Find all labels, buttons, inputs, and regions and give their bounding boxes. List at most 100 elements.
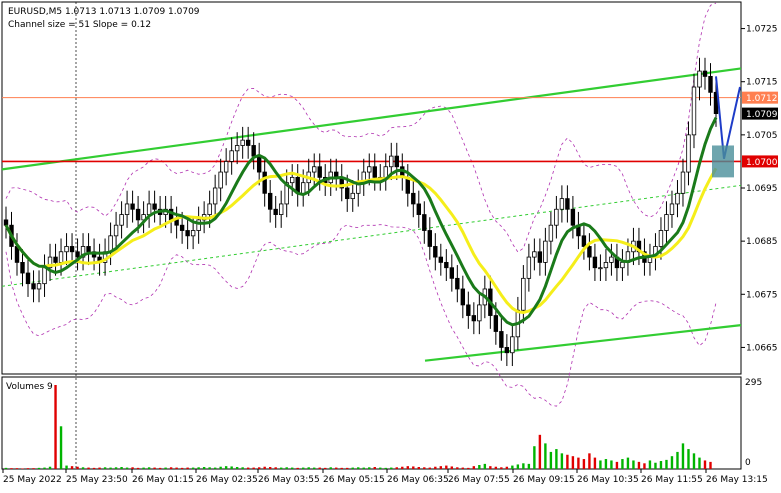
candle-body [433,246,438,258]
candle-body [290,176,295,184]
volume-bar [26,468,30,469]
volume-bar [483,463,487,469]
volume-bar [219,466,222,469]
candle-body [565,198,570,210]
candle-body [179,224,185,231]
volume-bar [511,465,514,469]
candle-body [570,208,576,226]
x-tick-label: 26 May 03:55 [258,475,320,485]
candle-body [581,235,587,247]
channel-info: Channel size = 51 Slope = 0.12 [8,20,151,30]
volume-bar [285,467,288,469]
volume-bar [390,467,393,469]
candle-body [609,256,614,263]
candle-body [592,256,598,269]
volume-bar [43,467,46,469]
volume-bar [335,467,338,469]
volume-bar [268,467,272,469]
volume-bar [434,466,437,469]
volume-bar [252,467,255,469]
candle-body [504,347,510,354]
candle-body [466,304,471,316]
y-tick-label: 1.0695 [746,184,778,194]
volume-bar [395,467,398,469]
volume-bar [65,465,68,469]
candle-body [152,203,157,210]
candle-body [499,331,504,348]
volume-bar [423,467,426,469]
volume-bar [456,467,459,469]
moving-average-yellow [4,167,718,315]
volume-bar [76,466,79,469]
volume-bar [643,463,646,469]
candle-body [526,256,532,279]
candle-body [554,208,559,226]
upper-band [5,2,717,253]
volume-bar [522,463,525,469]
candle-body [207,203,212,215]
volume-bar [21,468,24,469]
candle-body [69,246,75,253]
x-tick-label: 26 May 05:15 [323,475,385,485]
volume-bar [654,462,657,469]
volume-bar [169,467,173,469]
volume-bar [698,457,701,469]
candle-body [587,246,592,258]
candle-body [229,150,234,162]
volume-bar [54,385,57,469]
candle-body [64,246,69,253]
volume-bar [428,467,431,469]
candle-body [620,261,625,269]
candle-body [477,304,482,322]
candle-body [444,261,449,269]
chart-title: EURUSD,M5 1.0713 1.0713 1.0709 1.0709 [8,7,200,17]
x-tick-label: 26 May 13:15 [706,475,768,485]
volume-bar [302,467,305,469]
volume-bar [604,459,608,469]
volume-bar [379,467,382,469]
candle-body [14,246,20,263]
candle-body [234,145,240,152]
candle-body [317,166,322,178]
volume-bar [257,467,261,469]
volume-bar [274,467,277,469]
candle-body [36,283,42,290]
candle-body [658,230,664,247]
volume-bar [224,466,228,469]
candle-body [113,224,119,237]
volume-bar [291,467,294,469]
candle-body [124,203,130,215]
candle-body [190,230,196,237]
volume-bar [59,426,63,469]
candle-body [675,192,680,205]
candle-body [686,134,691,173]
volume-bar [588,453,591,469]
volume-bar [373,467,376,469]
volume-bar [153,467,156,469]
volume-bar [401,466,404,469]
volume-bar [412,466,415,469]
volume-bar [489,466,492,469]
candle-body [411,192,416,205]
volume-scale-min: 0 [745,458,751,468]
lower-band [5,224,717,407]
candle-body [312,166,317,173]
volume-bar [10,468,13,469]
y-tick-label: 1.0725 [746,25,778,35]
volume-bar [417,467,420,469]
candle-body [438,256,444,263]
candle-body [212,187,218,205]
volume-bar [533,446,536,469]
candle-body [697,70,702,88]
volume-bar [577,457,580,469]
volume-bar [351,467,354,469]
candle-body [47,256,53,269]
candle-body [691,86,697,136]
volume-bar [246,467,250,469]
volume-bar [670,456,674,469]
support-price-label: 1.0700 [746,158,778,168]
volume-bar [131,467,134,469]
volume-bar [37,467,41,469]
volume-bar [213,467,217,469]
